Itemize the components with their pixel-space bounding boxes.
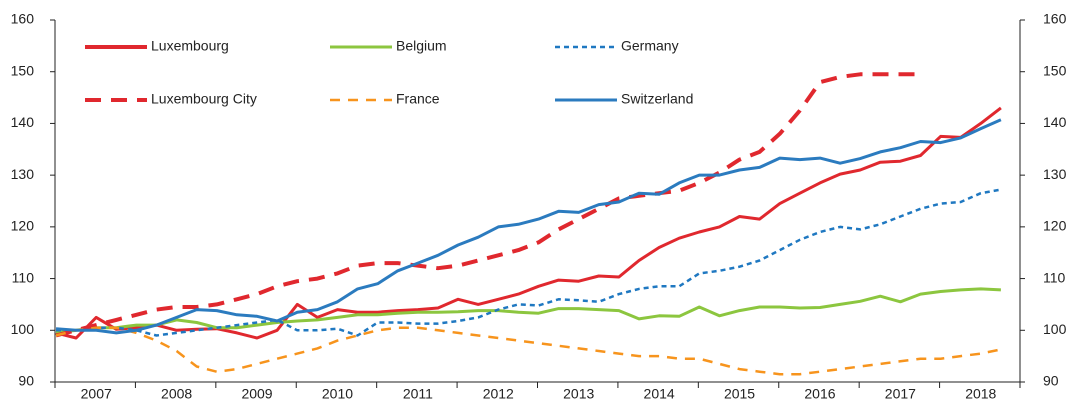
y2-tick-label: 150 — [1043, 62, 1067, 78]
y2-tick-label: 90 — [1043, 373, 1059, 389]
y-tick-label: 160 — [11, 11, 35, 27]
y-tick-label: 110 — [12, 269, 35, 285]
x-tick-label: 2010 — [322, 386, 353, 402]
y2-tick-label: 140 — [1043, 114, 1067, 130]
series-line — [55, 118, 1002, 335]
y-tick-label: 140 — [11, 114, 35, 130]
y2-tick-label: 160 — [1043, 11, 1067, 27]
legend-label: France — [396, 91, 440, 107]
x-tick-label: 2016 — [804, 386, 835, 402]
x-tick-label: 2013 — [563, 386, 594, 402]
series-line — [55, 72, 921, 338]
x-tick-label: 2017 — [885, 386, 916, 402]
x-tick-label: 2008 — [161, 386, 192, 402]
x-tick-label: 2018 — [965, 386, 996, 402]
legend-label: Switzerland — [621, 91, 693, 107]
legend-label: Belgium — [396, 38, 447, 54]
legend-label: Germany — [621, 38, 679, 54]
y-tick-label: 120 — [11, 218, 35, 234]
y-tick-label: 100 — [11, 321, 35, 337]
series-line — [55, 287, 1001, 335]
x-tick-label: 2009 — [241, 386, 272, 402]
y-tick-label: 150 — [11, 62, 35, 78]
y2-tick-label: 100 — [1043, 321, 1067, 337]
x-tick-label: 2012 — [483, 386, 514, 402]
y-tick-label: 90 — [18, 373, 34, 389]
y-tick-label: 130 — [11, 166, 35, 182]
series-line — [55, 106, 1002, 340]
legend-label: Luxembourg — [151, 38, 229, 54]
y2-tick-label: 120 — [1043, 218, 1067, 234]
series-line — [55, 326, 1002, 376]
x-tick-label: 2015 — [724, 386, 755, 402]
y2-tick-label: 110 — [1043, 269, 1066, 285]
x-tick-label: 2007 — [81, 386, 112, 402]
x-tick-label: 2011 — [403, 386, 433, 402]
y2-tick-label: 130 — [1043, 166, 1067, 182]
x-tick-label: 2014 — [644, 386, 675, 402]
legend-label: Luxembourg City — [151, 91, 257, 107]
